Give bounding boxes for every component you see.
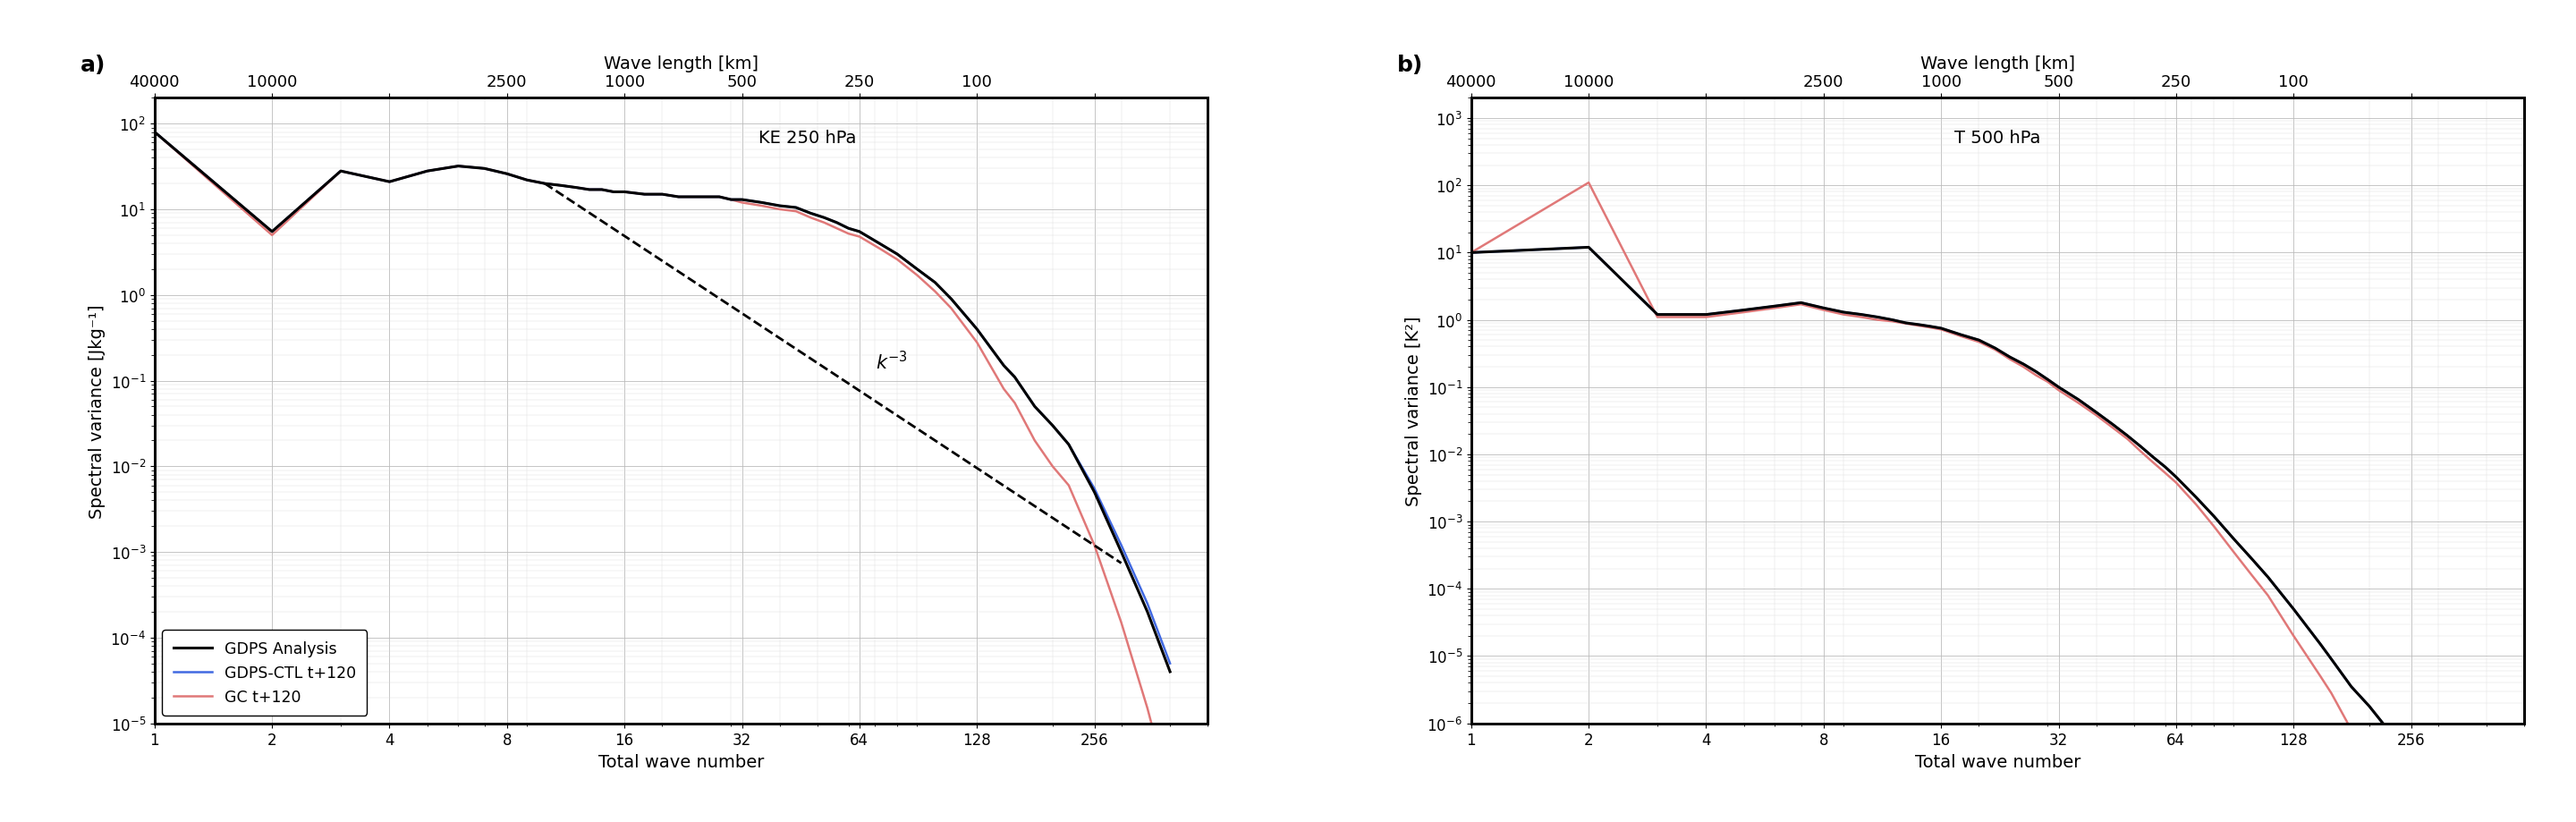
Text: KE 250 hPa: KE 250 hPa — [760, 130, 855, 147]
Text: b): b) — [1396, 55, 1425, 76]
Text: a): a) — [80, 55, 106, 76]
Text: T 500 hPa: T 500 hPa — [1955, 130, 2040, 147]
X-axis label: Wave length [km]: Wave length [km] — [603, 56, 757, 72]
Y-axis label: Spectral variance [K²]: Spectral variance [K²] — [1404, 316, 1422, 506]
X-axis label: Wave length [km]: Wave length [km] — [1922, 56, 2076, 72]
X-axis label: Total wave number: Total wave number — [1914, 753, 2081, 770]
Y-axis label: Spectral variance [Jkg⁻¹]: Spectral variance [Jkg⁻¹] — [88, 304, 106, 518]
Legend: GDPS Analysis, GDPS-CTL t+120, GC t+120: GDPS Analysis, GDPS-CTL t+120, GC t+120 — [162, 630, 366, 716]
Text: $k^{-3}$: $k^{-3}$ — [876, 350, 907, 373]
X-axis label: Total wave number: Total wave number — [598, 753, 765, 770]
